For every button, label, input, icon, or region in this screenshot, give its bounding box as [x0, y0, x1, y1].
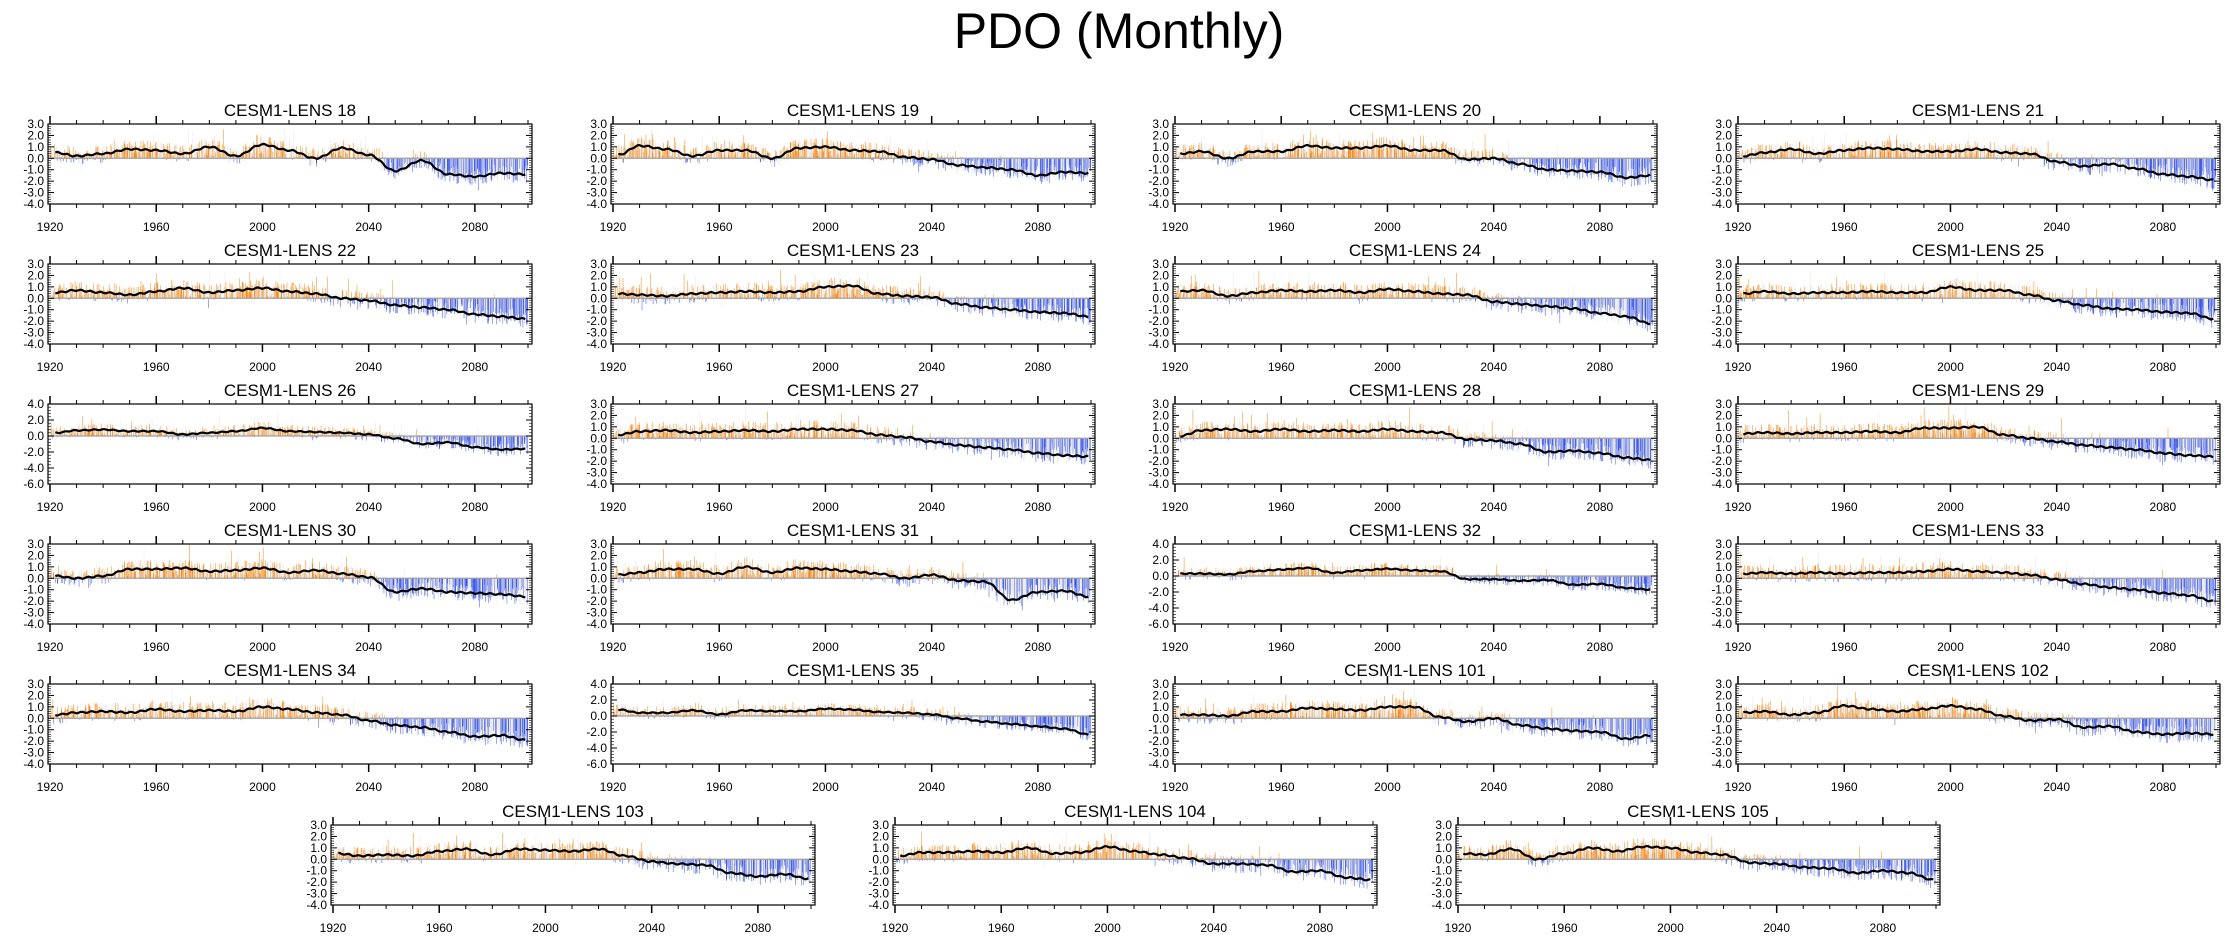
x-tick-label: 1920	[37, 220, 64, 234]
y-tick-label: -2.0	[1148, 174, 1169, 188]
y-tick-label: -2.0	[23, 174, 44, 188]
y-tick-label: 2.0	[590, 128, 607, 142]
x-tick-label: 1920	[600, 220, 627, 234]
x-tick-label: 1960	[1831, 220, 1858, 234]
y-axis: 3.02.01.00.0-1.0-2.0-3.0-4.0	[1148, 117, 1657, 211]
y-tick-label: 0.0	[1152, 151, 1169, 165]
panel: CESM1-LENS 223.02.01.00.0-1.0-2.0-3.0-4.…	[23, 241, 533, 374]
x-tick-label: 2040	[355, 220, 382, 234]
y-tick-label: -4.0	[23, 197, 44, 211]
y-tick-label: 3.0	[1152, 117, 1169, 131]
x-tick-label: 1920	[1725, 220, 1752, 234]
x-tick-label: 2080	[1025, 220, 1052, 234]
y-axis: 3.02.01.00.0-1.0-2.0-3.0-4.0	[23, 117, 532, 211]
panel: CESM1-LENS 183.02.01.00.0-1.0-2.0-3.0-4.…	[23, 101, 533, 234]
y-tick-label: -3.0	[1148, 186, 1169, 200]
y-tick-label: -4.0	[586, 197, 607, 211]
x-tick-label: 1960	[706, 220, 733, 234]
y-tick-label: -2.0	[586, 174, 607, 188]
y-tick-label: -1.0	[586, 163, 607, 177]
y-axis: 3.02.01.00.0-1.0-2.0-3.0-4.0	[586, 117, 1095, 211]
x-tick-label: 2000	[1937, 220, 1964, 234]
bars	[1738, 131, 2217, 191]
panel-title: CESM1-LENS 19	[787, 101, 919, 120]
trend-line	[1179, 143, 1651, 180]
x-tick-label: 1960	[143, 220, 170, 234]
panel-title: CESM1-LENS 22	[224, 241, 356, 260]
y-tick-label: -1.0	[1148, 163, 1169, 177]
y-tick-label: 1.0	[590, 140, 607, 154]
x-tick-label: 2000	[249, 220, 276, 234]
y-tick-label: -4.0	[1148, 197, 1169, 211]
x-axis: 1920 1960 2000 2040 2080	[1725, 116, 2217, 234]
x-tick-label: 2080	[2150, 220, 2177, 234]
x-tick-label: 2040	[2043, 220, 2070, 234]
y-tick-label: -4.0	[1711, 197, 1732, 211]
y-tick-label: 0.0	[27, 151, 44, 165]
x-tick-label: 1920	[1162, 220, 1189, 234]
x-axis: 1920 1960 2000 2040 2080	[1162, 116, 1654, 234]
y-tick-label: 1.0	[27, 140, 44, 154]
panel: CESM1-LENS 203.02.01.00.0-1.0-2.0-3.0-4.…	[1148, 101, 1658, 234]
trend-line	[618, 143, 1089, 178]
plot-frame	[610, 123, 1096, 205]
plot-frame	[47, 123, 533, 205]
trend-line	[54, 142, 526, 179]
y-tick-label: -3.0	[23, 186, 44, 200]
x-tick-label: 2000	[1374, 220, 1401, 234]
x-tick-label: 2080	[462, 220, 489, 234]
y-tick-label: -1.0	[23, 163, 44, 177]
panel: CESM1-LENS 213.02.01.00.0-1.0-2.0-3.0-4.…	[1711, 101, 2221, 234]
page-title: PDO (Monthly)	[0, 2, 2238, 60]
panel-title: CESM1-LENS 20	[1349, 101, 1481, 120]
panel-title: CESM1-LENS 21	[1912, 101, 2044, 120]
y-tick-label: -3.0	[586, 186, 607, 200]
y-tick-label: 2.0	[27, 128, 44, 142]
y-tick-label: 0.0	[590, 151, 607, 165]
x-tick-label: 2000	[812, 220, 839, 234]
x-axis: 1920 1960 2000 2040 2080	[600, 116, 1092, 234]
panel: CESM1-LENS 193.02.01.00.0-1.0-2.0-3.0-4.…	[586, 101, 1096, 234]
x-tick-label: 2040	[918, 220, 945, 234]
y-tick-label: 3.0	[590, 117, 607, 131]
x-tick-label: 2080	[1587, 220, 1614, 234]
bars	[50, 129, 529, 191]
y-tick-label: 2.0	[1152, 128, 1169, 142]
bars	[50, 265, 529, 328]
x-tick-label: 2040	[1480, 220, 1507, 234]
plot-frame	[1172, 123, 1658, 205]
x-tick-label: 1960	[1268, 220, 1295, 234]
panel-title: CESM1-LENS 18	[224, 101, 356, 120]
y-tick-label: 1.0	[1152, 140, 1169, 154]
y-tick-label: 3.0	[27, 117, 44, 131]
x-axis: 1920 1960 2000 2040 2080	[37, 116, 529, 234]
